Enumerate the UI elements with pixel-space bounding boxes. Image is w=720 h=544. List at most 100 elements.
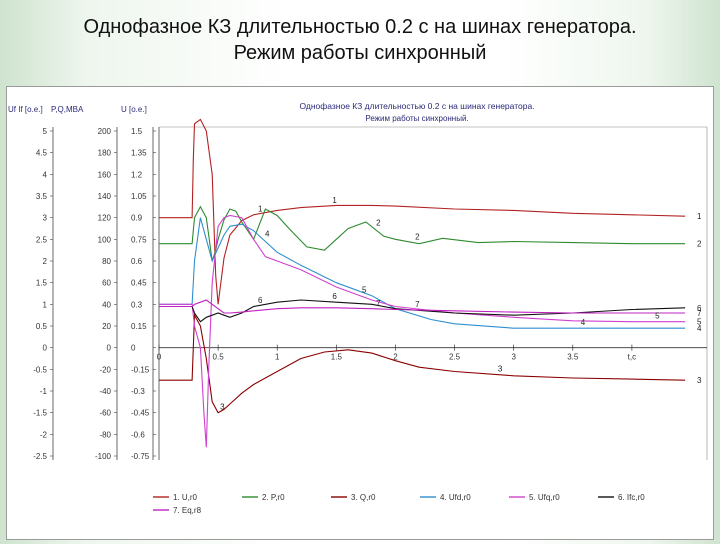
slide-title: Однофазное КЗ длительностью 0.2 с на шин… [0, 14, 720, 66]
y-tick-label-u: 0.45 [131, 279, 147, 288]
x-tick-label: 2 [393, 353, 398, 362]
y-tick-label-ufif: 5 [43, 127, 48, 136]
y-tick-label-pq: 140 [98, 192, 112, 201]
legend-item: 2. P,r0 [262, 493, 285, 502]
series-end-label: 6 [697, 304, 702, 313]
axis-header-pq: P,Q,MBA [51, 105, 84, 114]
y-tick-label-u: 1.35 [131, 149, 147, 158]
y-tick-label-ufif: -0.5 [33, 365, 47, 374]
y-tick-label-pq: -20 [99, 365, 111, 374]
y-tick-label-ufif: -1 [40, 387, 48, 396]
series-end-label: 1 [697, 212, 702, 221]
y-tick-label-pq: 0 [107, 344, 112, 353]
y-tick-label-ufif: 2.5 [36, 235, 48, 244]
series-end-label: 3 [697, 376, 702, 385]
y-tick-label-pq: -60 [99, 409, 111, 418]
legend-item: 6. Ifc,r0 [618, 493, 645, 502]
series-label: 2 [415, 233, 420, 242]
slide-title-line1: Однофазное КЗ длительностью 0.2 с на шин… [83, 16, 637, 38]
legend-item: 5. Ufq,r0 [529, 493, 560, 502]
y-tick-label-ufif: 0.5 [36, 322, 48, 331]
series-label: 5 [362, 286, 367, 295]
line-chart: Однофазное КЗ длительностью 0.2 с на шин… [8, 101, 708, 515]
y-tick-label-u: 0 [131, 344, 136, 353]
y-tick-label-u: 0.75 [131, 235, 147, 244]
series-label: 3 [498, 365, 503, 374]
y-tick-label-pq: -100 [95, 452, 112, 461]
y-tick-label-pq: 40 [102, 300, 111, 309]
y-tick-label-u: -0.45 [131, 409, 150, 418]
x-tick-label: t,c [628, 353, 636, 362]
series-line [159, 313, 686, 414]
x-tick-label: 3.5 [567, 353, 579, 362]
series-end-label: 2 [697, 240, 702, 249]
axis-header-u: U [o.e.] [121, 105, 147, 114]
y-tick-label-u: -0.6 [131, 430, 145, 439]
y-tick-label-pq: -40 [99, 387, 111, 396]
y-tick-label-u: 0.15 [131, 322, 147, 331]
y-tick-label-ufif: 2 [43, 257, 48, 266]
y-tick-label-u: 0.9 [131, 214, 143, 223]
series-label: 5 [655, 312, 660, 321]
slide-title-line2: Режим работы синхронный [233, 42, 487, 64]
y-tick-label-ufif: 4 [43, 170, 48, 179]
axis-header-ufif: Uf If [o.e.] [8, 105, 43, 114]
legend-item: 3. Q,r0 [351, 493, 376, 502]
y-tick-label-pq: 200 [98, 127, 112, 136]
series-line [159, 299, 686, 314]
y-tick-label-u: 0.3 [131, 300, 143, 309]
y-tick-label-pq: -80 [99, 430, 111, 439]
y-tick-label-pq: 120 [98, 214, 112, 223]
y-tick-label-u: 0.6 [131, 257, 143, 266]
x-tick-label: 2.5 [449, 353, 461, 362]
series-label: 6 [258, 296, 263, 305]
y-tick-label-ufif: 1.5 [36, 279, 48, 288]
y-tick-label-ufif: 0 [43, 344, 48, 353]
series-label: 2 [376, 219, 381, 228]
series-label: 7 [376, 299, 381, 308]
y-tick-label-u: -0.15 [131, 365, 150, 374]
y-tick-label-pq: 100 [98, 235, 112, 244]
y-tick-label-pq: 180 [98, 149, 112, 158]
x-tick-label: 0 [157, 353, 162, 362]
series-label: 1 [258, 204, 263, 213]
x-tick-label: 1.5 [331, 353, 343, 362]
legend-item: 1. U,r0 [173, 493, 198, 502]
series-end-label: 5 [697, 318, 702, 327]
y-tick-label-pq: 160 [98, 170, 112, 179]
y-tick-label-pq: 80 [102, 257, 111, 266]
series-label: 6 [332, 292, 337, 301]
legend-item: 7. Eq,r8 [173, 506, 202, 515]
series-label: 3 [220, 403, 225, 412]
x-tick-label: 0.5 [213, 353, 225, 362]
chart-subtitle: Режим работы синхронный. [365, 114, 468, 123]
series-line [159, 118, 686, 305]
series-line [159, 214, 686, 448]
series-end-label: 7 [697, 309, 702, 318]
chart-panel: Однофазное КЗ длительностью 0.2 с на шин… [6, 86, 714, 540]
x-tick-label: 3 [511, 353, 516, 362]
series-label: 4 [265, 229, 270, 238]
y-tick-label-pq: 60 [102, 279, 111, 288]
y-tick-label-u: -0.3 [131, 387, 145, 396]
series-line [159, 299, 686, 323]
series-line [159, 217, 686, 329]
y-tick-label-u: 1.05 [131, 192, 147, 201]
chart-title: Однофазное КЗ длительностью 0.2 с на шин… [299, 101, 534, 111]
series-end-label: 4 [697, 324, 702, 333]
y-tick-label-ufif: 1 [43, 300, 48, 309]
y-tick-label-ufif: 4.5 [36, 149, 48, 158]
y-tick-label-u: 1.2 [131, 170, 143, 179]
series-label: 4 [581, 318, 586, 327]
y-tick-label-pq: 20 [102, 322, 111, 331]
x-tick-label: 1 [275, 353, 280, 362]
series-label: 1 [332, 196, 337, 205]
y-tick-label-ufif: -2 [40, 430, 48, 439]
y-tick-label-u: 1.5 [131, 127, 143, 136]
y-tick-label-ufif: -2.5 [33, 452, 47, 461]
y-tick-label-ufif: 3.5 [36, 192, 48, 201]
legend-item: 4. Ufd,r0 [440, 493, 471, 502]
y-tick-label-u: -0.75 [131, 452, 150, 461]
series-label: 7 [415, 300, 420, 309]
y-tick-label-ufif: -1.5 [33, 409, 47, 418]
